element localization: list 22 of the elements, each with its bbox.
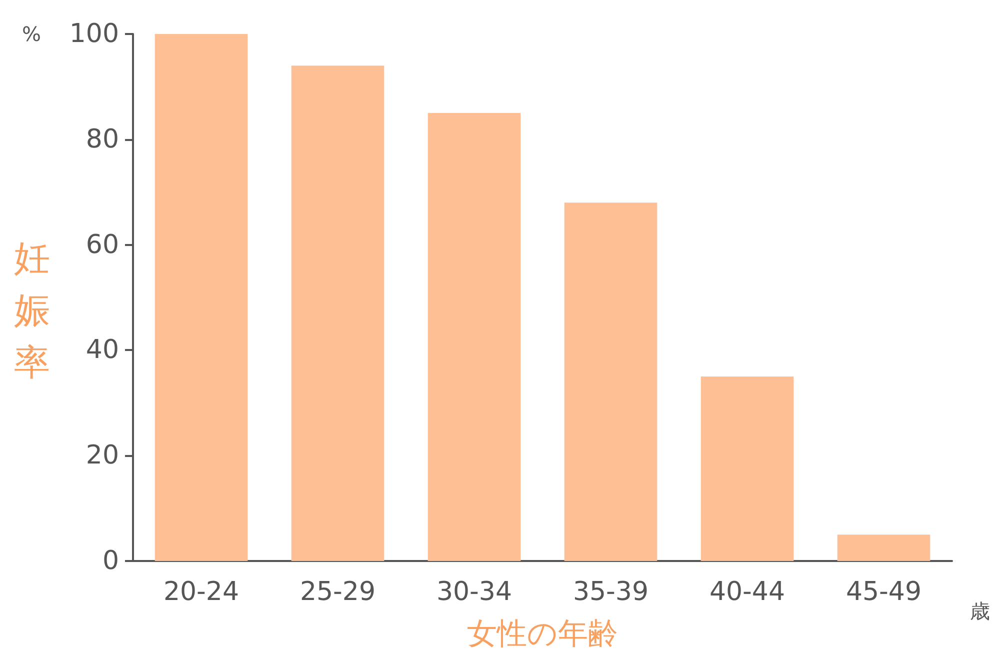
- y-tick-label: 0: [102, 546, 119, 576]
- y-tick-label: 40: [86, 335, 119, 366]
- bar: [564, 202, 658, 561]
- bar: [154, 34, 248, 561]
- bar: [428, 113, 521, 561]
- x-tick-label: 30-34: [436, 577, 512, 607]
- text: 歳: [970, 599, 990, 623]
- x-tick-label: 40-44: [709, 577, 786, 607]
- y-tick-label: 100: [69, 19, 119, 49]
- x-tick-label: 20-24: [163, 577, 240, 607]
- x-axis-title: 女性の年齢: [467, 616, 618, 652]
- bar: [700, 376, 794, 561]
- x-tick-label: 35-39: [572, 577, 649, 607]
- x-tick-label: 25-29: [300, 577, 376, 607]
- text: %: [22, 22, 42, 46]
- bar: [837, 534, 930, 561]
- y-axis-title: 妊娠率: [14, 238, 50, 384]
- y-tick-label: 20: [86, 440, 119, 471]
- x-tick-label: 45-49: [846, 577, 922, 607]
- y-tick-label: 80: [86, 124, 119, 154]
- y-tick-label: 60: [86, 230, 119, 260]
- bar: [291, 66, 384, 561]
